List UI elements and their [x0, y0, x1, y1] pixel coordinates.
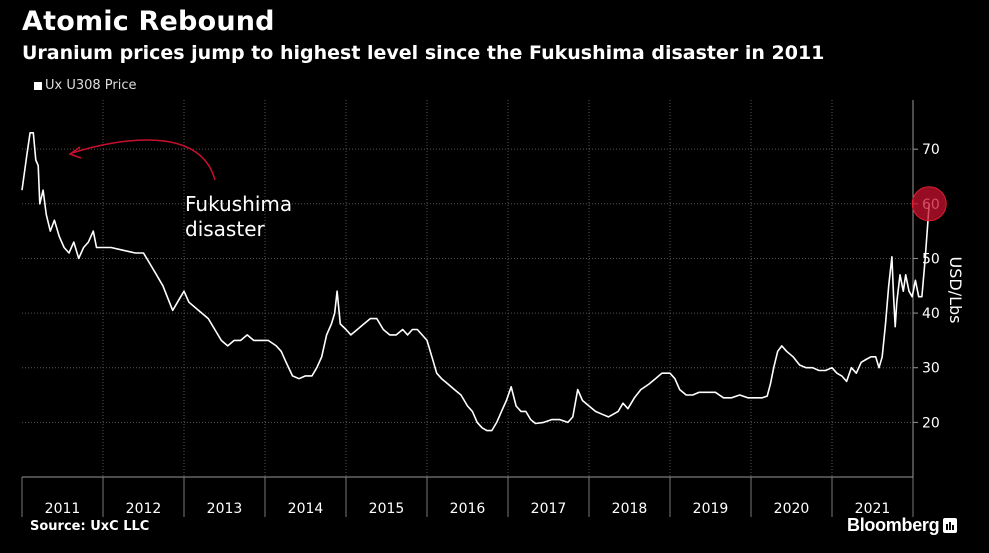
highlight-circle	[911, 186, 947, 222]
y-tick-label: 20	[922, 415, 940, 431]
x-tick-label: 2017	[531, 501, 567, 517]
bar-chart-icon	[943, 518, 958, 533]
x-tick-label: 2021	[855, 501, 891, 517]
x-tick-label: 2015	[369, 501, 405, 517]
chart-title: Atomic Rebound	[22, 6, 275, 37]
source-note: Source: UxC LLC	[30, 519, 150, 534]
bloomberg-logo: Bloomberg	[847, 515, 958, 536]
chart-subtitle: Uranium prices jump to highest level sin…	[22, 42, 825, 64]
x-tick-label: 2014	[288, 501, 324, 517]
legend-swatch	[34, 81, 42, 90]
y-tick-label: 50	[922, 251, 940, 267]
x-tick-label: 2016	[450, 501, 486, 517]
x-tick-label: 2012	[126, 501, 162, 517]
y-tick-label: 70	[922, 142, 940, 158]
y-axis-title: USD/Lbs	[946, 257, 965, 324]
x-tick-label: 2018	[612, 501, 648, 517]
annotation-text-line2: disaster	[185, 217, 265, 241]
annotation-arrow	[71, 139, 216, 181]
y-tick-label: 30	[922, 361, 940, 377]
x-axis: 2011 2012 2013 2014 2015 2016 2017 2018 2019 2020…	[21, 477, 914, 517]
brand-text: Bloomberg	[847, 515, 940, 535]
series-line-ux-u308	[21, 132, 930, 432]
legend: Ux U308 Price	[34, 78, 137, 93]
x-tick-label: 2020	[774, 501, 810, 517]
annotation-arrow-head	[68, 146, 82, 159]
legend-label: Ux U308 Price	[45, 78, 137, 93]
annotation-text-line1: Fukushima	[185, 192, 292, 216]
x-tick-label: 2013	[207, 501, 243, 517]
grid	[22, 100, 913, 477]
y-tick-label: 40	[922, 306, 940, 322]
x-tick-label: 2011	[45, 501, 81, 517]
x-tick-label: 2019	[693, 501, 729, 517]
